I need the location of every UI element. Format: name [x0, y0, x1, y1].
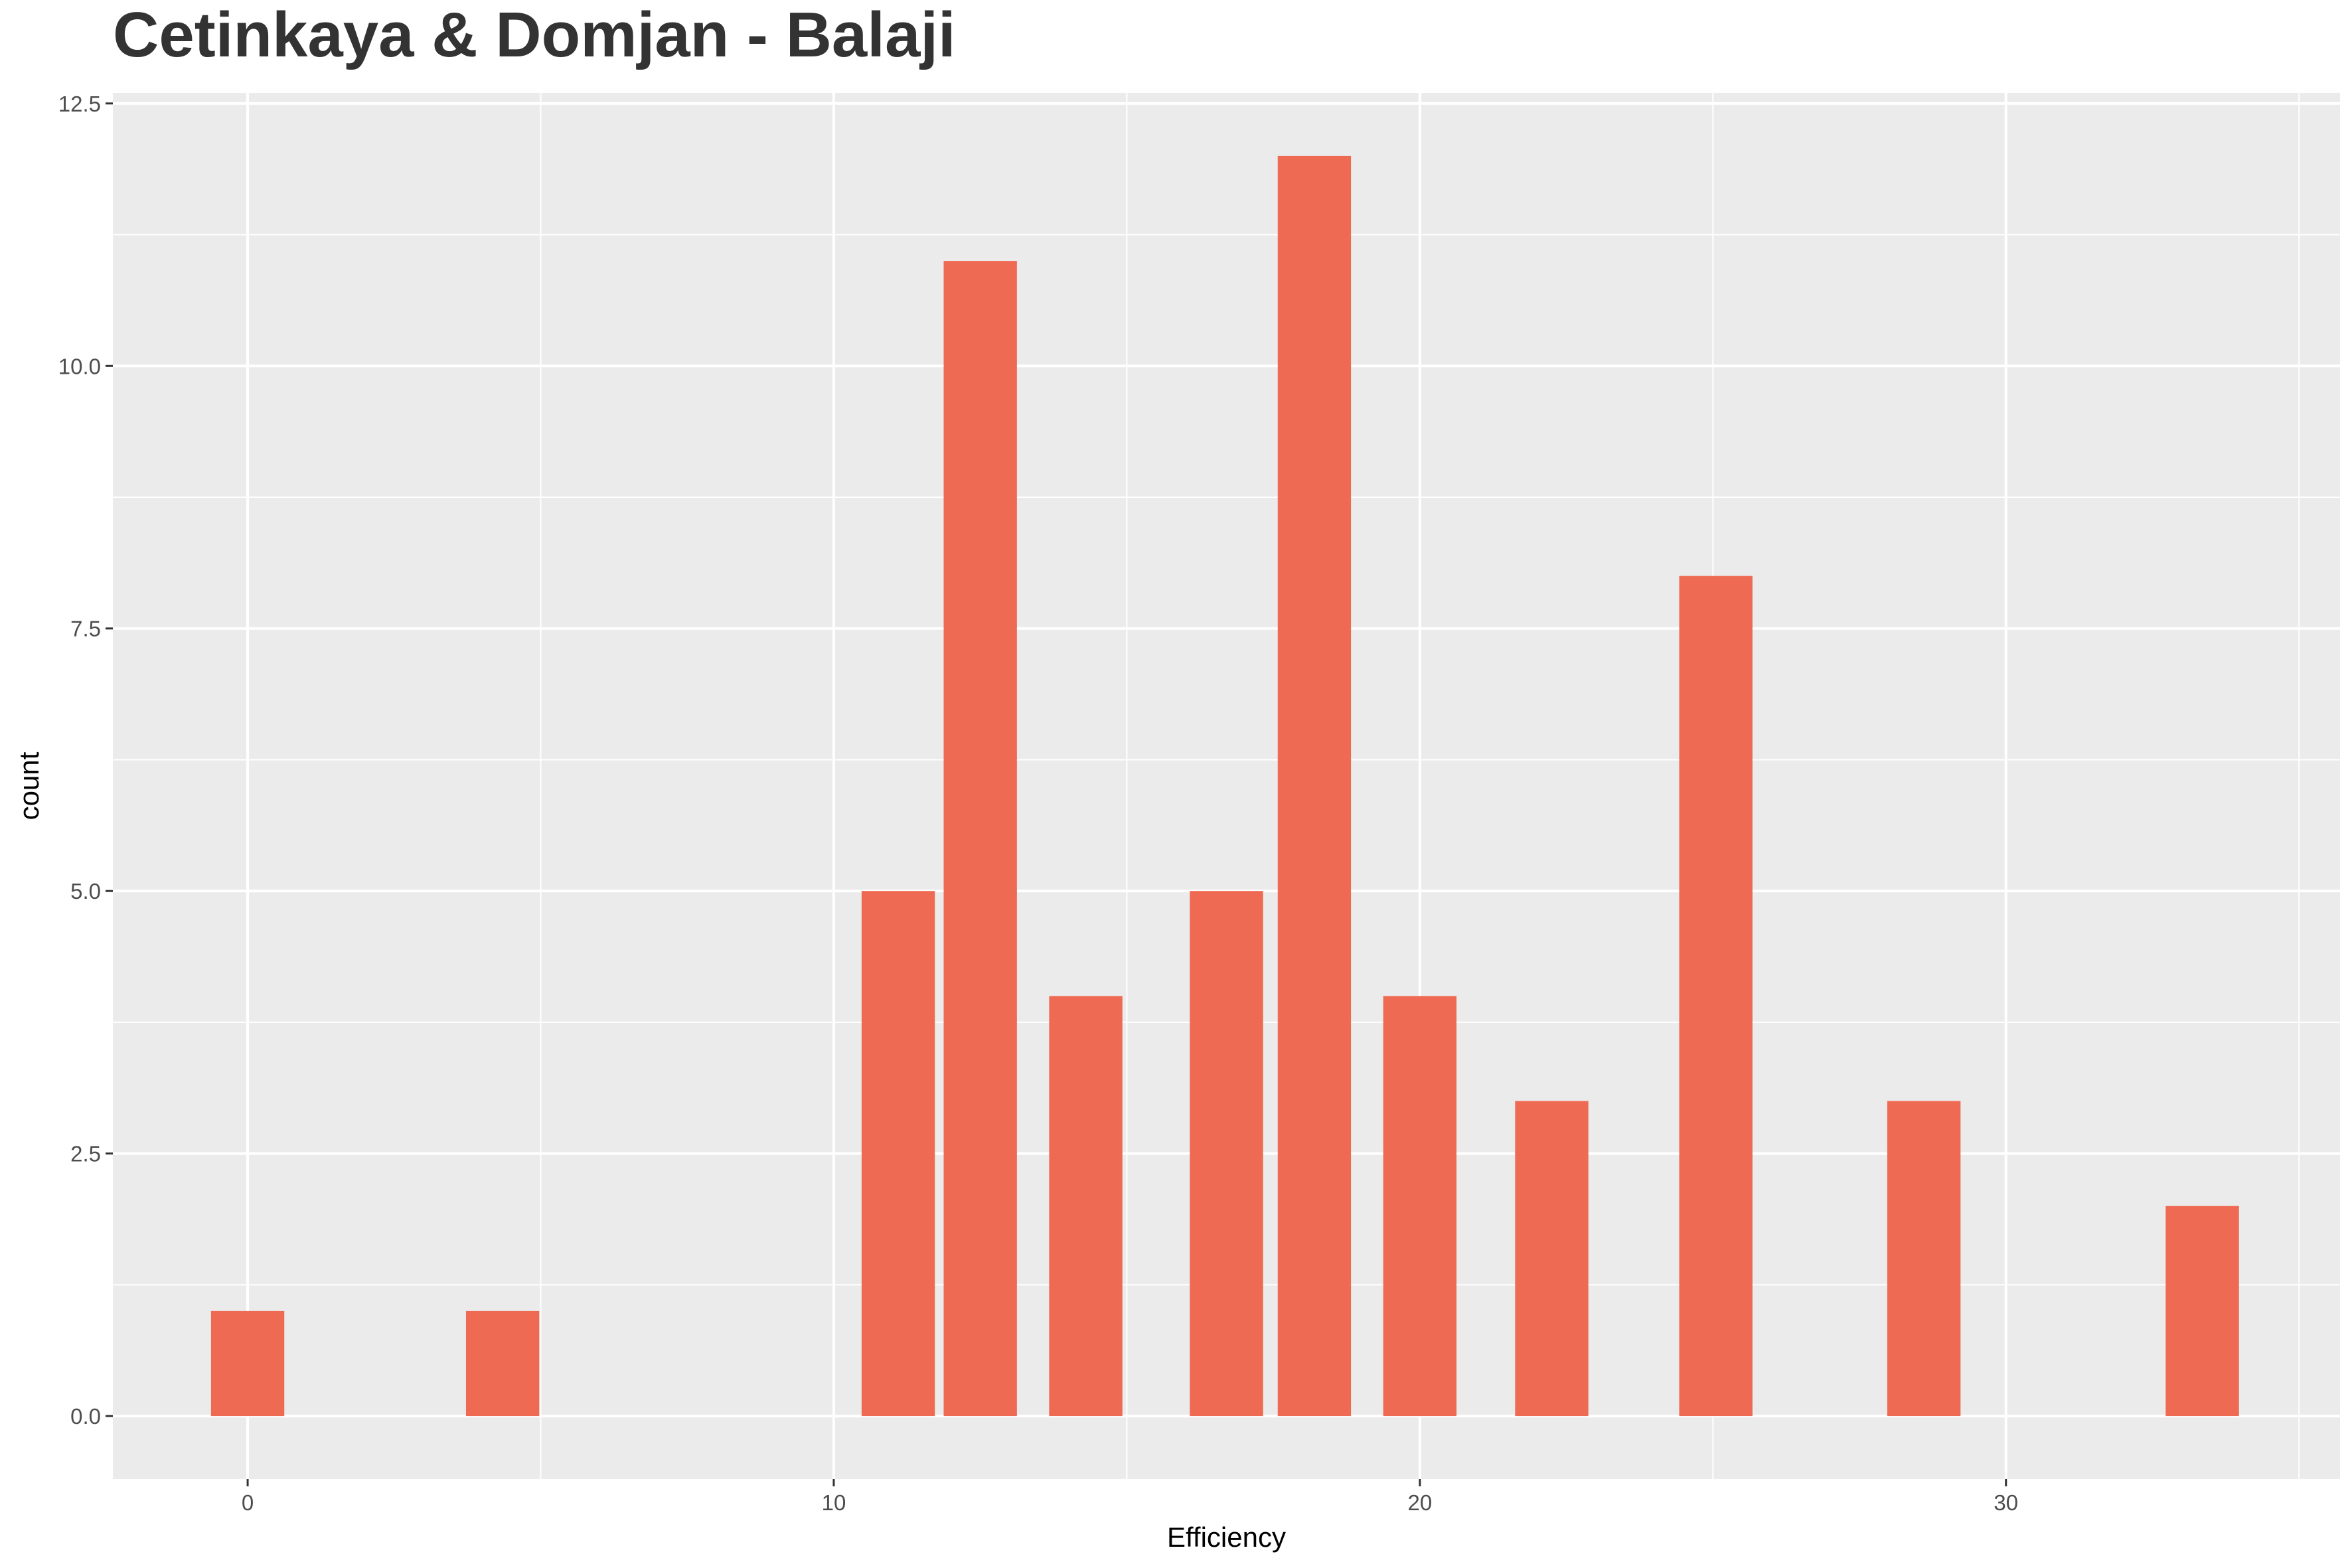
y-tick-label: 12.5: [58, 92, 101, 116]
y-tick-label: 0.0: [70, 1404, 101, 1429]
bar: [1277, 155, 1352, 1417]
chart-title: Cetinkaya & Domjan - Balaji: [113, 0, 956, 70]
bar: [1679, 576, 1753, 1417]
bar: [1887, 1101, 1961, 1417]
bar: [1049, 996, 1123, 1417]
y-tick-label: 7.5: [70, 617, 101, 641]
x-tick-label: 0: [242, 1490, 254, 1515]
x-axis: 0 10 20 30: [242, 1479, 2018, 1515]
x-tick-label: 30: [1994, 1490, 2018, 1515]
y-axis-title: count: [13, 751, 44, 820]
y-tick-label: 2.5: [70, 1142, 101, 1166]
x-tick-label: 20: [1407, 1490, 1432, 1515]
bar: [1190, 891, 1263, 1417]
y-axis: 0.0 2.5 5.0 7.5 10.0 12.5: [58, 92, 113, 1429]
y-tick-label: 5.0: [70, 879, 101, 903]
bar: [465, 1310, 540, 1417]
bars: [210, 155, 2239, 1417]
y-tick-label: 10.0: [58, 354, 101, 378]
x-tick-label: 10: [822, 1490, 846, 1515]
bar: [2165, 1206, 2239, 1417]
bar: [210, 1310, 285, 1417]
grid-minor: [113, 93, 2340, 1479]
bar: [1515, 1101, 1589, 1417]
x-axis-title: Efficiency: [1167, 1522, 1286, 1553]
bar: [861, 891, 935, 1417]
bar: [1383, 996, 1457, 1417]
bar: [943, 261, 1017, 1417]
